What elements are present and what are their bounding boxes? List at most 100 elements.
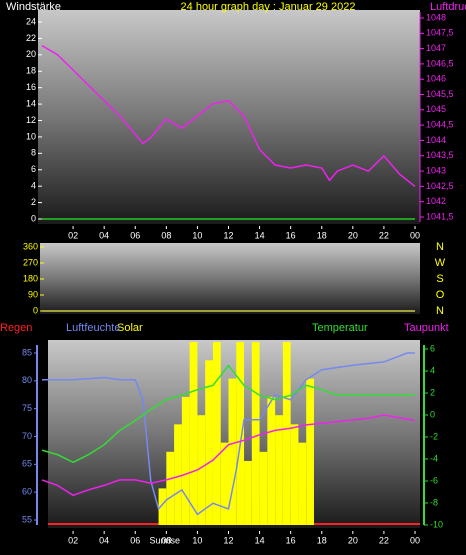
y-tick-label: 24 bbox=[26, 16, 36, 26]
series-line bbox=[42, 352, 415, 516]
y-tick-label: 55 bbox=[22, 514, 32, 524]
x-tick-label: 06 bbox=[130, 230, 140, 240]
solar-bar bbox=[275, 415, 283, 525]
x-tick-label: 20 bbox=[348, 535, 358, 545]
solar-bar bbox=[220, 442, 229, 525]
y-tick-label: 85 bbox=[22, 347, 32, 357]
legend-entry: Temperatur bbox=[312, 322, 368, 334]
y2-tick-label: 1042,5 bbox=[426, 181, 454, 191]
y-tick-label: 10 bbox=[26, 131, 36, 141]
x-tick-label: 00 bbox=[410, 535, 420, 545]
solar-bar bbox=[174, 424, 182, 525]
series-line bbox=[41, 44, 416, 187]
y2-tick-label: 4 bbox=[430, 365, 435, 375]
solar-bar bbox=[197, 415, 206, 525]
y2-tick-label: -10 bbox=[430, 519, 443, 529]
solar-bar bbox=[298, 442, 307, 525]
x-tick-label: 02 bbox=[68, 535, 78, 545]
x-tick-label: 08 bbox=[161, 230, 171, 240]
legend-entry: Taupunkt bbox=[404, 322, 449, 334]
y-tick-label: 8 bbox=[31, 148, 36, 158]
y-tick-label: 0 bbox=[33, 305, 38, 315]
y-tick-label: 90 bbox=[28, 289, 38, 299]
y-tick-label: 22 bbox=[26, 33, 36, 43]
x-tick-label: 16 bbox=[286, 230, 296, 240]
solar-bar bbox=[244, 460, 252, 525]
x-tick-label: 18 bbox=[317, 230, 327, 240]
y-tick-label: 14 bbox=[26, 98, 36, 108]
solar-bar bbox=[166, 451, 175, 525]
legend-entry: Luftfeuchte bbox=[66, 322, 120, 334]
x-tick-label: 22 bbox=[379, 230, 389, 240]
panel-pressure bbox=[38, 10, 420, 224]
y2-tick-label: 1043 bbox=[426, 165, 446, 175]
y2-tick-label: 0 bbox=[430, 409, 435, 419]
y2-tick-label: 1042 bbox=[426, 196, 446, 206]
rain-label: Regen bbox=[0, 322, 32, 334]
y2-tick-label: 1041,5 bbox=[426, 211, 454, 221]
x-tick-label: 10 bbox=[192, 535, 202, 545]
y2-tick-label: -2 bbox=[430, 431, 438, 441]
legend-entry: Solar bbox=[117, 322, 143, 334]
x-tick-label: 00 bbox=[410, 230, 420, 240]
y2-tick-label: 1047,5 bbox=[426, 28, 454, 38]
x-tick-label: 14 bbox=[255, 230, 265, 240]
direction-label: N bbox=[436, 241, 444, 253]
solar-bar bbox=[306, 378, 314, 525]
solar-bar bbox=[212, 342, 221, 525]
y2-tick-label: 1047 bbox=[426, 43, 446, 53]
x-tick-label: 04 bbox=[99, 230, 109, 240]
y-tick-label: 360 bbox=[23, 241, 38, 251]
x-tick-label: 14 bbox=[255, 535, 265, 545]
y2-tick-label: 1045,5 bbox=[426, 89, 454, 99]
y-tick-label: 60 bbox=[22, 487, 32, 497]
y2-tick-label: 1043,5 bbox=[426, 150, 454, 160]
direction-label: S bbox=[436, 273, 443, 285]
y-tick-label: 0 bbox=[31, 213, 36, 223]
solar-bar bbox=[282, 342, 291, 525]
y-tick-label: 70 bbox=[22, 431, 32, 441]
series-line bbox=[41, 414, 416, 497]
solar-bar bbox=[158, 488, 167, 525]
y-tick-label: 65 bbox=[22, 459, 32, 469]
series-line bbox=[41, 364, 415, 464]
y-tick-label: 180 bbox=[23, 273, 38, 283]
x-tick-label: 12 bbox=[223, 230, 233, 240]
y-tick-label: 16 bbox=[26, 82, 36, 92]
chart-title: 24 hour graph day : Januar 29 2022 bbox=[181, 1, 356, 13]
y-tick-label: 20 bbox=[26, 49, 36, 59]
annotation: Sunrise bbox=[150, 535, 181, 545]
x-tick-label: 12 bbox=[223, 535, 233, 545]
y2-tick-label: 1044,5 bbox=[426, 120, 454, 130]
solar-bar bbox=[228, 378, 237, 525]
solar-bar bbox=[205, 360, 213, 525]
y2-tick-label: 1046 bbox=[426, 74, 446, 84]
y2-tick-label: 2 bbox=[430, 387, 435, 397]
x-tick-label: 16 bbox=[286, 535, 296, 545]
x-tick-label: 02 bbox=[68, 230, 78, 240]
solar-bar bbox=[259, 451, 268, 525]
x-tick-label: 10 bbox=[192, 230, 202, 240]
solar-bar bbox=[290, 424, 299, 525]
x-tick-label: 20 bbox=[348, 230, 358, 240]
y-label: Windstärke bbox=[6, 1, 61, 13]
y2-tick-label: 1045 bbox=[426, 104, 446, 114]
solar-bar bbox=[181, 396, 190, 525]
x-tick-label: 22 bbox=[379, 535, 389, 545]
y-tick-label: 75 bbox=[22, 403, 32, 413]
y-tick-label: 80 bbox=[22, 375, 32, 385]
solar-bar bbox=[189, 342, 198, 525]
y-tick-label: 2 bbox=[31, 197, 36, 207]
y2-tick-label: -6 bbox=[430, 475, 438, 485]
y-tick-label: 12 bbox=[26, 115, 36, 125]
x-tick-label: 06 bbox=[130, 535, 140, 545]
y2-tick-label: 1046,5 bbox=[426, 58, 454, 68]
y2-tick-label: 6 bbox=[430, 343, 435, 353]
direction-label: N bbox=[436, 305, 444, 317]
x-tick-label: 04 bbox=[99, 535, 109, 545]
y-tick-label: 6 bbox=[31, 164, 36, 174]
y2-label: Luftdruck bbox=[430, 1, 466, 13]
panel-direction bbox=[40, 243, 420, 314]
x-tick-label: 08 bbox=[161, 535, 171, 545]
